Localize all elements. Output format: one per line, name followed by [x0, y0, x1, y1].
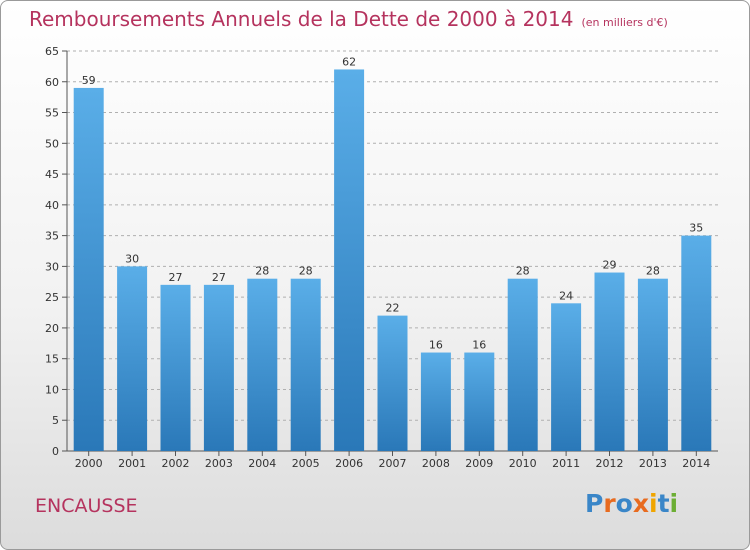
x-ticks: 2000 2001 2002 2003 2004 2005 2006 2007 2008 2009…	[75, 451, 710, 470]
logo-letter: i	[669, 489, 679, 518]
data-label-2005: 28	[299, 265, 313, 278]
x-tick-label-2008: 2008	[422, 457, 450, 470]
logo-letter: r	[603, 489, 616, 518]
data-label-2011: 24	[559, 289, 573, 302]
data-label-2012: 29	[603, 259, 617, 272]
bar-2009	[464, 352, 495, 451]
logo-letter: i	[649, 489, 658, 518]
data-label-2009: 16	[472, 339, 486, 352]
bar-2003	[203, 284, 234, 451]
logo-letter: t	[657, 489, 670, 518]
y-tick-label: 15	[45, 353, 59, 366]
chart-unit-text: (en milliers d'€)	[581, 16, 668, 29]
x-tick-label-2004: 2004	[248, 457, 276, 470]
x-tick-label-2013: 2013	[639, 457, 667, 470]
y-tick-label: 30	[45, 260, 59, 273]
y-tick-label: 0	[52, 445, 59, 458]
x-tick-label-2003: 2003	[205, 457, 233, 470]
y-tick-label: 5	[52, 414, 59, 427]
y-tick-label: 40	[45, 199, 59, 212]
bar-2012	[594, 272, 625, 451]
y-tick-label: 50	[45, 137, 59, 150]
bar-2010	[507, 278, 538, 451]
x-tick-label-2006: 2006	[335, 457, 363, 470]
commune-name: ENCAUSSE	[35, 495, 138, 517]
y-tick-label: 25	[45, 291, 59, 304]
x-tick-label-2007: 2007	[379, 457, 407, 470]
data-label-2000: 59	[82, 74, 96, 87]
y-tick-label: 65	[45, 45, 59, 58]
y-tick-label: 10	[45, 383, 59, 396]
proxiti-logo: Proxiti	[585, 489, 678, 518]
data-label-2004: 28	[255, 265, 269, 278]
chart-title-text: Remboursements Annuels de la Dette de 20…	[29, 7, 574, 31]
bars	[73, 69, 712, 451]
x-tick-label-2001: 2001	[118, 457, 146, 470]
x-tick-label-2010: 2010	[509, 457, 537, 470]
data-label-2006: 62	[342, 55, 356, 68]
bar-2006	[334, 69, 365, 451]
logo-letter: o	[615, 489, 633, 518]
x-tick-label-2011: 2011	[552, 457, 580, 470]
bar-2001	[117, 266, 148, 451]
x-tick-label-2009: 2009	[465, 457, 493, 470]
y-tick-label: 45	[45, 168, 59, 181]
data-label-2014: 35	[689, 222, 703, 235]
data-label-2008: 16	[429, 339, 443, 352]
bar-2007	[377, 315, 408, 451]
data-label-2007: 22	[386, 302, 400, 315]
x-tick-label-2005: 2005	[292, 457, 320, 470]
data-label-2013: 28	[646, 265, 660, 278]
bar-2002	[160, 284, 191, 451]
logo-letter: P	[585, 489, 604, 518]
x-tick-label-2000: 2000	[75, 457, 103, 470]
data-label-2010: 28	[516, 265, 530, 278]
x-tick-label-2002: 2002	[162, 457, 190, 470]
x-tick-label-2012: 2012	[596, 457, 624, 470]
bar-2011	[551, 303, 582, 451]
x-tick-label-2014: 2014	[682, 457, 710, 470]
y-ticks: 0 5 10 15 20 25 30 35 40 45 50 55 60 65	[45, 45, 67, 458]
data-label-2002: 27	[169, 271, 183, 284]
bar-2004	[247, 278, 278, 451]
y-tick-label: 55	[45, 107, 59, 120]
bar-2013	[637, 278, 668, 451]
y-tick-label: 35	[45, 230, 59, 243]
bar-2005	[290, 278, 321, 451]
y-tick-label: 60	[45, 76, 59, 89]
data-label-2003: 27	[212, 271, 226, 284]
bar-2000	[73, 87, 104, 451]
bar-2008	[420, 352, 451, 451]
logo-letter: x	[632, 489, 649, 518]
data-label-2001: 30	[125, 252, 139, 265]
chart-title: Remboursements Annuels de la Dette de 20…	[29, 7, 668, 31]
bar-labels: 59 30 27 27 28 28 62 22 16 16 28 24 29 28 35	[82, 55, 704, 351]
y-tick-label: 20	[45, 322, 59, 335]
bar-2014	[681, 235, 712, 451]
